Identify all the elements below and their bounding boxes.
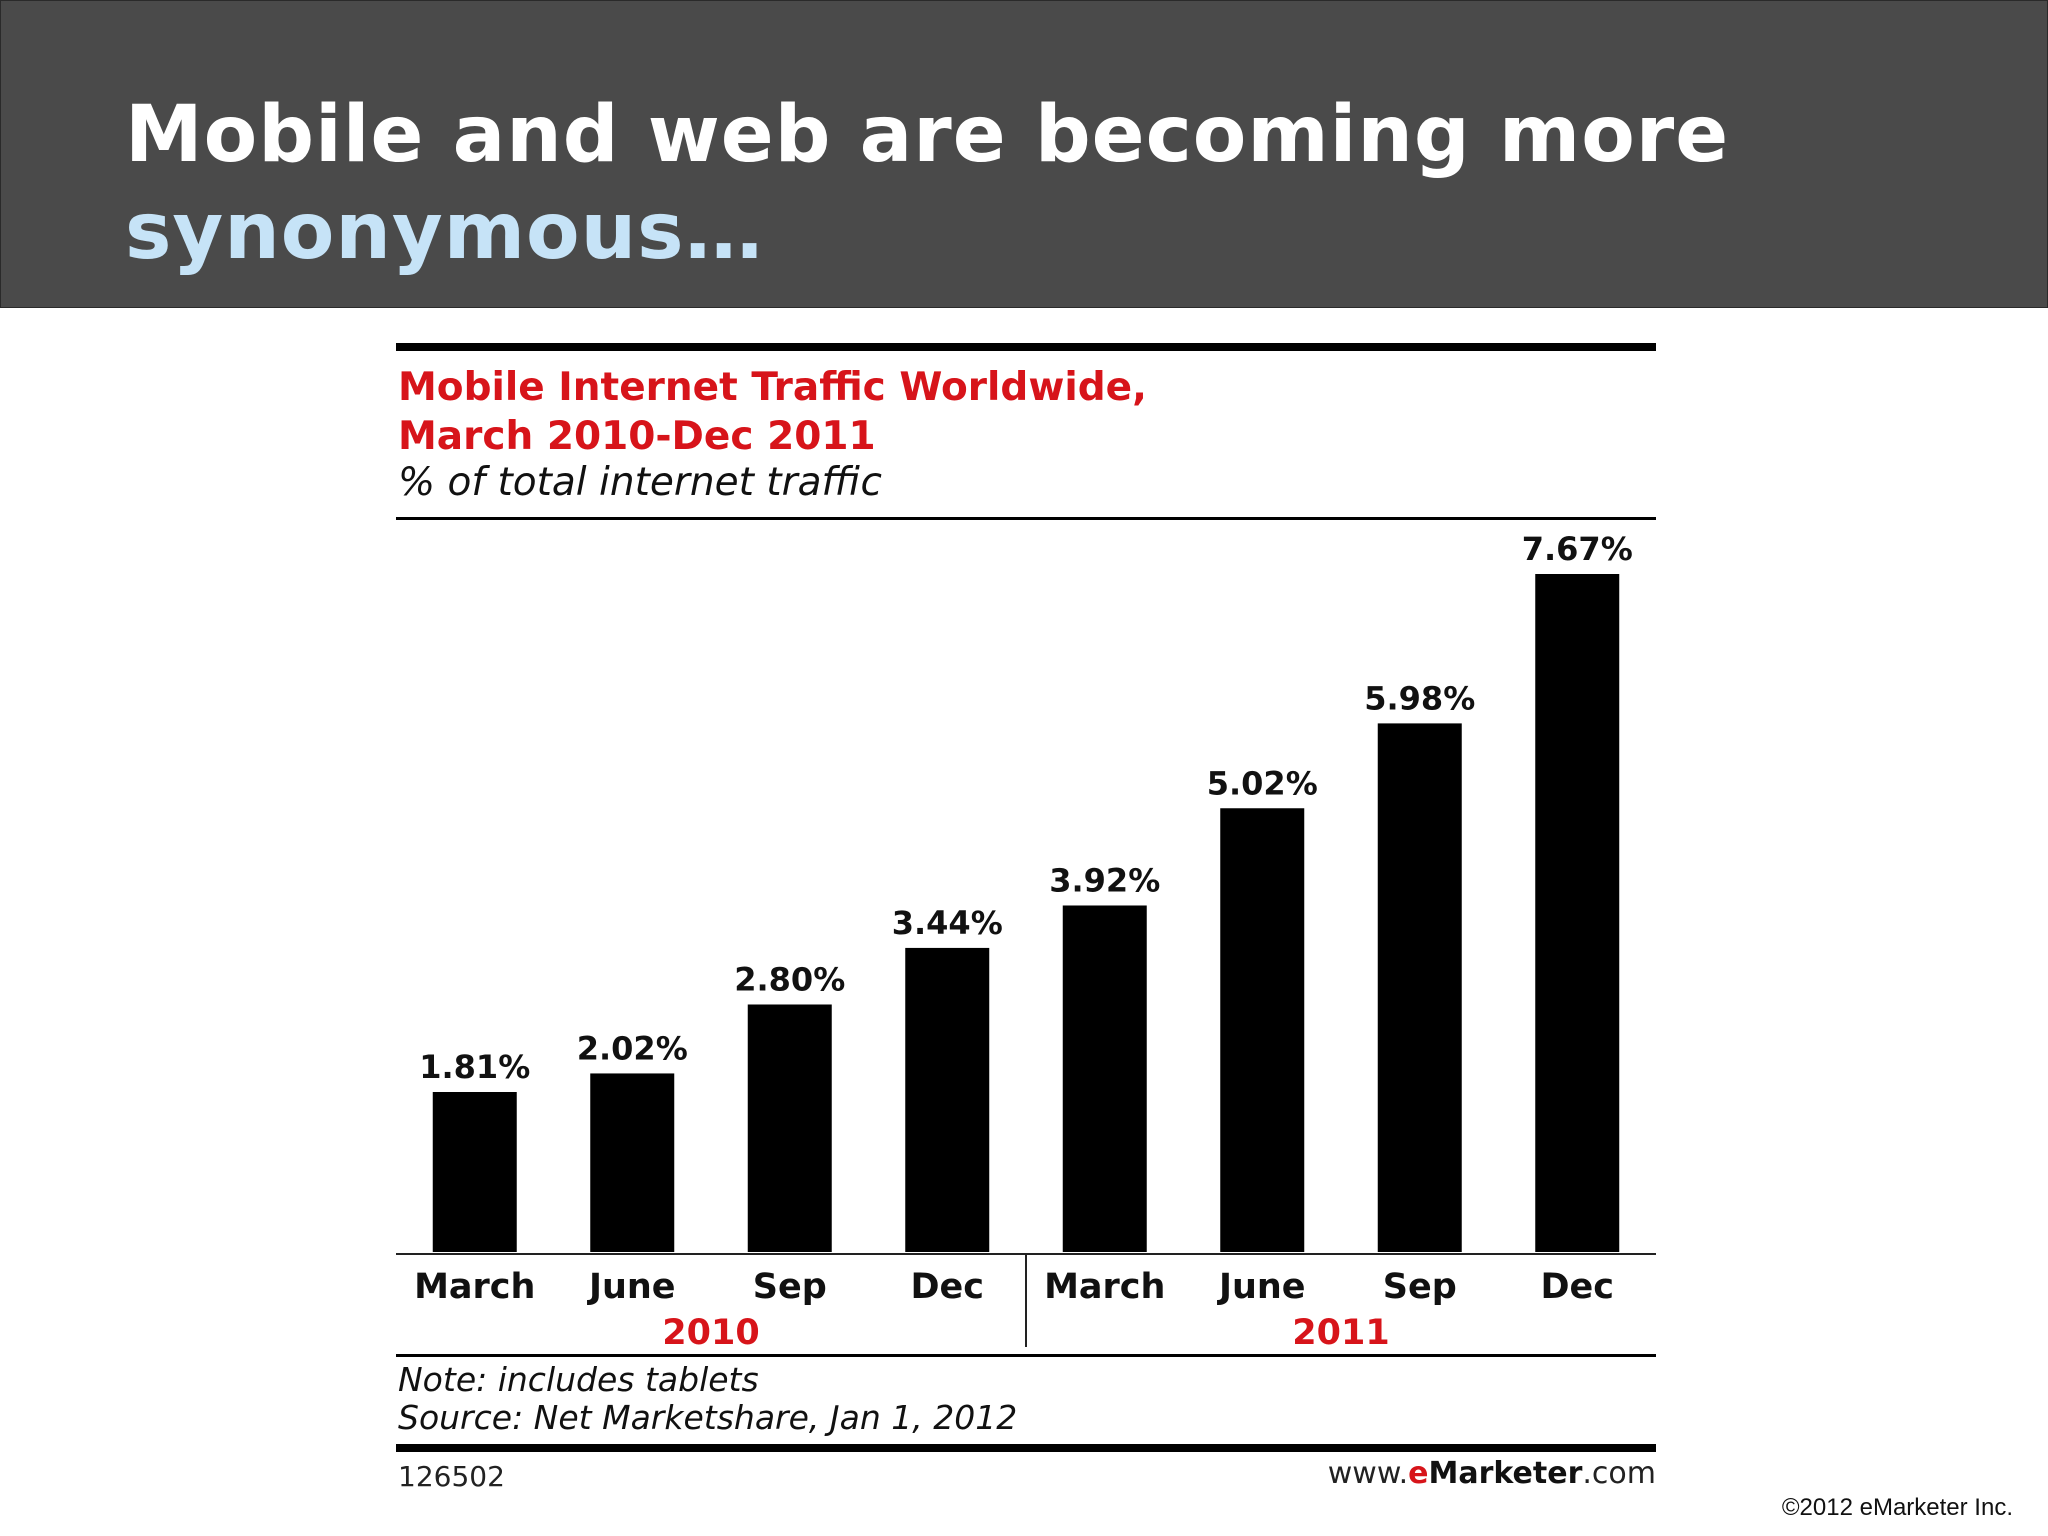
x-tick-label-6: June [1217, 1267, 1306, 1307]
year-group-label-1: 2010 [662, 1313, 759, 1353]
year-group-label-2: 2011 [1292, 1313, 1389, 1353]
chart-title: Mobile Internet Traffic Worldwide, March… [398, 363, 1147, 461]
x-tick-label-5: March [1044, 1267, 1165, 1307]
x-tick-label-4: Dec [910, 1267, 984, 1307]
x-tick-label-2: June [587, 1267, 676, 1307]
chart-footer-rule [396, 1354, 1656, 1357]
data-label-7: 5.98% [1364, 679, 1475, 717]
brand-e: e [1408, 1456, 1429, 1491]
bar-8 [1535, 574, 1620, 1252]
bar-7 [1377, 723, 1462, 1252]
slide-title: Mobile and web are becoming more synonym… [125, 87, 1729, 281]
chart-header-rule [396, 517, 1656, 520]
bar-3 [747, 1004, 832, 1252]
bar-2 [590, 1073, 675, 1252]
chart-note: Note: includes tablets [398, 1360, 759, 1399]
x-tick-label-7: Sep [1383, 1267, 1457, 1307]
bar-1 [432, 1092, 517, 1252]
data-label-6: 5.02% [1207, 764, 1318, 802]
copyright-text: ©2012 eMarketer Inc. [1781, 1494, 2013, 1521]
chart-bottom-rule [396, 1444, 1656, 1452]
slide-title-line2: synonymous… [125, 187, 764, 277]
data-label-8: 7.67% [1522, 530, 1633, 568]
bar-4 [905, 947, 990, 1252]
brand-prefix: www. [1327, 1456, 1409, 1491]
x-tick-label-1: March [414, 1267, 535, 1307]
data-label-4: 3.44% [892, 904, 1003, 942]
chart-card: Mobile Internet Traffic Worldwide, March… [396, 343, 1656, 1503]
data-label-1: 1.81% [419, 1048, 530, 1086]
bar-5 [1062, 905, 1147, 1252]
chart-id: 126502 [398, 1460, 505, 1493]
x-tick-label-3: Sep [753, 1267, 827, 1307]
bar-chart-plot: 1.81% March 2.02% June 2.80% Sep 3.44% Dec 3.92%… [396, 530, 1656, 1353]
chart-top-rule [396, 343, 1656, 351]
emarketer-brand: www.eMarketer.com [1328, 1456, 1656, 1491]
chart-source: Source: Net Marketshare, Jan 1, 2012 [398, 1398, 1018, 1437]
slide-title-line1: Mobile and web are becoming more [125, 90, 1730, 180]
data-label-5: 3.92% [1049, 861, 1160, 899]
chart-notes: Note: includes tablets Source: Net Marke… [398, 1361, 1017, 1437]
chart-title-line2: March 2010-Dec 2011 [398, 414, 876, 459]
slide-header: Mobile and web are becoming more synonym… [0, 0, 2048, 308]
chart-title-line1: Mobile Internet Traffic Worldwide, [398, 365, 1147, 410]
bar-6 [1220, 808, 1305, 1252]
chart-subtitle: % of total internet traffic [398, 460, 882, 505]
data-label-2: 2.02% [577, 1029, 688, 1067]
x-tick-label-8: Dec [1540, 1267, 1614, 1307]
brand-suffix: .com [1582, 1456, 1656, 1491]
data-label-3: 2.80% [734, 960, 845, 998]
brand-name: Marketer [1428, 1456, 1583, 1491]
